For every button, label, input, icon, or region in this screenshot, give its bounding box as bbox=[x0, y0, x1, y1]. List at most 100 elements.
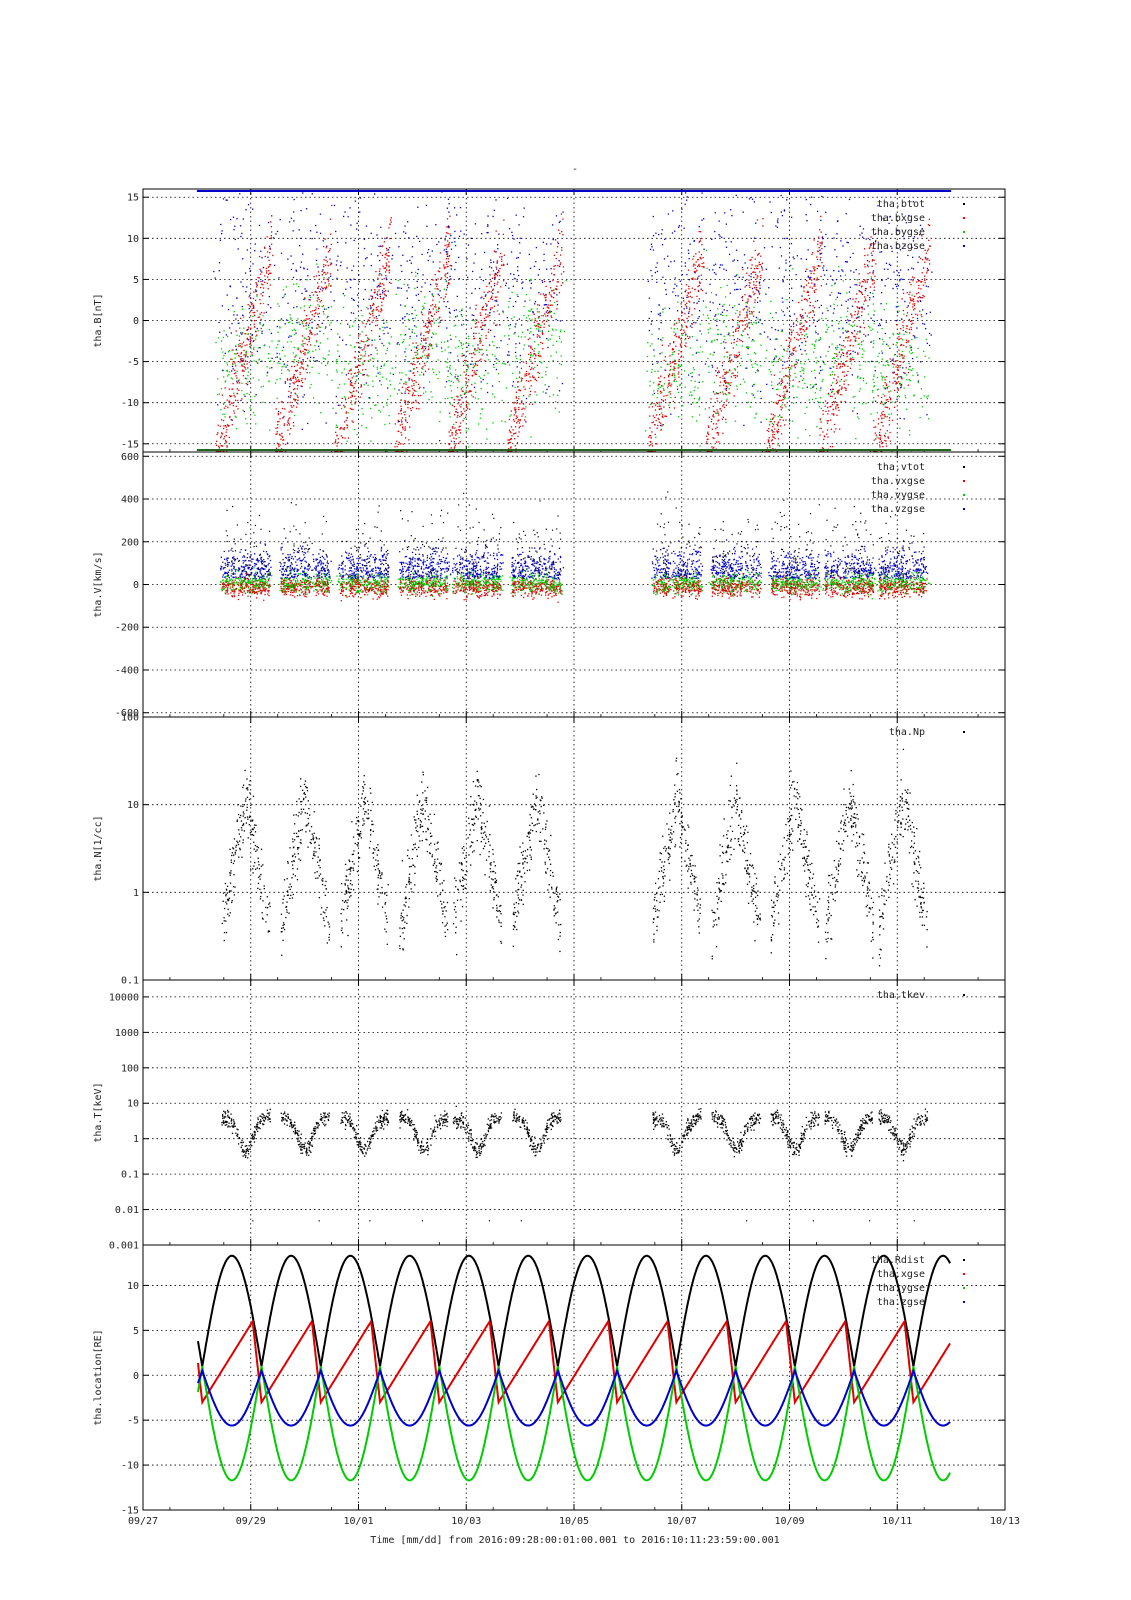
data-point bbox=[420, 371, 423, 373]
data-point bbox=[495, 324, 497, 326]
data-point bbox=[247, 371, 250, 373]
data-point bbox=[693, 302, 695, 304]
data-point bbox=[269, 247, 271, 249]
data-point bbox=[809, 434, 811, 437]
data-point bbox=[327, 361, 329, 363]
data-point bbox=[471, 369, 474, 372]
data-point bbox=[412, 368, 415, 370]
data-point bbox=[379, 297, 382, 300]
data-point bbox=[538, 316, 540, 318]
data-point bbox=[395, 293, 397, 295]
data-point bbox=[447, 260, 450, 263]
data-point bbox=[319, 288, 322, 290]
data-point bbox=[252, 340, 254, 342]
data-point bbox=[382, 326, 384, 328]
data-point bbox=[832, 312, 835, 314]
data-point bbox=[514, 351, 517, 354]
data-point bbox=[529, 332, 531, 334]
data-point bbox=[678, 364, 680, 366]
data-point bbox=[446, 358, 449, 360]
data-point bbox=[439, 411, 441, 413]
data-point bbox=[702, 314, 705, 316]
data-point bbox=[667, 213, 669, 215]
data-point bbox=[785, 374, 787, 377]
data-point bbox=[474, 253, 476, 255]
data-point bbox=[692, 401, 694, 404]
data-point bbox=[547, 315, 549, 317]
data-point bbox=[789, 315, 791, 317]
data-point bbox=[873, 282, 875, 284]
data-point bbox=[259, 323, 261, 325]
data-point bbox=[443, 249, 445, 251]
data-point bbox=[240, 353, 242, 355]
data-point bbox=[771, 316, 774, 319]
data-point bbox=[222, 198, 225, 200]
data-point bbox=[428, 322, 430, 324]
data-point bbox=[649, 380, 651, 383]
data-point bbox=[444, 296, 446, 298]
data-point bbox=[390, 221, 392, 223]
data-point bbox=[532, 368, 535, 370]
data-point bbox=[738, 339, 741, 341]
data-point bbox=[737, 322, 739, 324]
data-point bbox=[806, 406, 808, 408]
data-point bbox=[366, 374, 368, 376]
data-point bbox=[430, 344, 433, 346]
data-point bbox=[496, 271, 499, 274]
data-point bbox=[777, 383, 779, 386]
data-point bbox=[412, 394, 414, 396]
data-point bbox=[489, 312, 491, 314]
data-point bbox=[228, 371, 231, 373]
data-point bbox=[714, 212, 716, 214]
data-point bbox=[779, 414, 781, 416]
data-point bbox=[804, 344, 807, 347]
data-point bbox=[659, 424, 662, 427]
data-point bbox=[449, 372, 452, 374]
data-point bbox=[816, 426, 818, 428]
data-point bbox=[445, 258, 448, 260]
data-point bbox=[872, 303, 875, 305]
data-point bbox=[277, 414, 280, 416]
data-point bbox=[873, 310, 876, 312]
data-point bbox=[780, 425, 782, 427]
data-point bbox=[490, 307, 492, 309]
data-point bbox=[240, 355, 242, 358]
data-point bbox=[404, 437, 407, 439]
data-point bbox=[729, 292, 731, 294]
data-point bbox=[661, 416, 663, 418]
data-point bbox=[449, 233, 451, 235]
data-point bbox=[394, 423, 396, 425]
data-point bbox=[486, 231, 488, 234]
data-point bbox=[750, 273, 752, 275]
data-point bbox=[353, 372, 356, 375]
data-point bbox=[383, 284, 385, 286]
data-point bbox=[861, 308, 863, 310]
data-point bbox=[813, 272, 815, 275]
data-point bbox=[487, 372, 489, 374]
data-point bbox=[331, 379, 333, 381]
data-point bbox=[512, 418, 515, 421]
data-point bbox=[498, 269, 500, 272]
data-point bbox=[296, 321, 298, 324]
data-point bbox=[555, 288, 557, 291]
data-point bbox=[783, 349, 786, 352]
data-point bbox=[439, 401, 441, 404]
data-point bbox=[730, 241, 732, 243]
data-point bbox=[425, 339, 427, 341]
data-point bbox=[837, 406, 839, 409]
data-point bbox=[834, 374, 836, 376]
data-point bbox=[450, 278, 452, 280]
data-point bbox=[833, 269, 835, 272]
data-point bbox=[772, 364, 775, 367]
data-point bbox=[474, 348, 476, 350]
data-point bbox=[460, 314, 463, 316]
data-point bbox=[226, 428, 228, 431]
data-point bbox=[496, 262, 498, 264]
data-point bbox=[771, 360, 773, 363]
data-point bbox=[509, 328, 511, 330]
data-point bbox=[767, 441, 769, 443]
data-point bbox=[244, 356, 247, 358]
data-point bbox=[691, 278, 693, 280]
data-point bbox=[293, 211, 295, 213]
data-point bbox=[760, 421, 762, 423]
